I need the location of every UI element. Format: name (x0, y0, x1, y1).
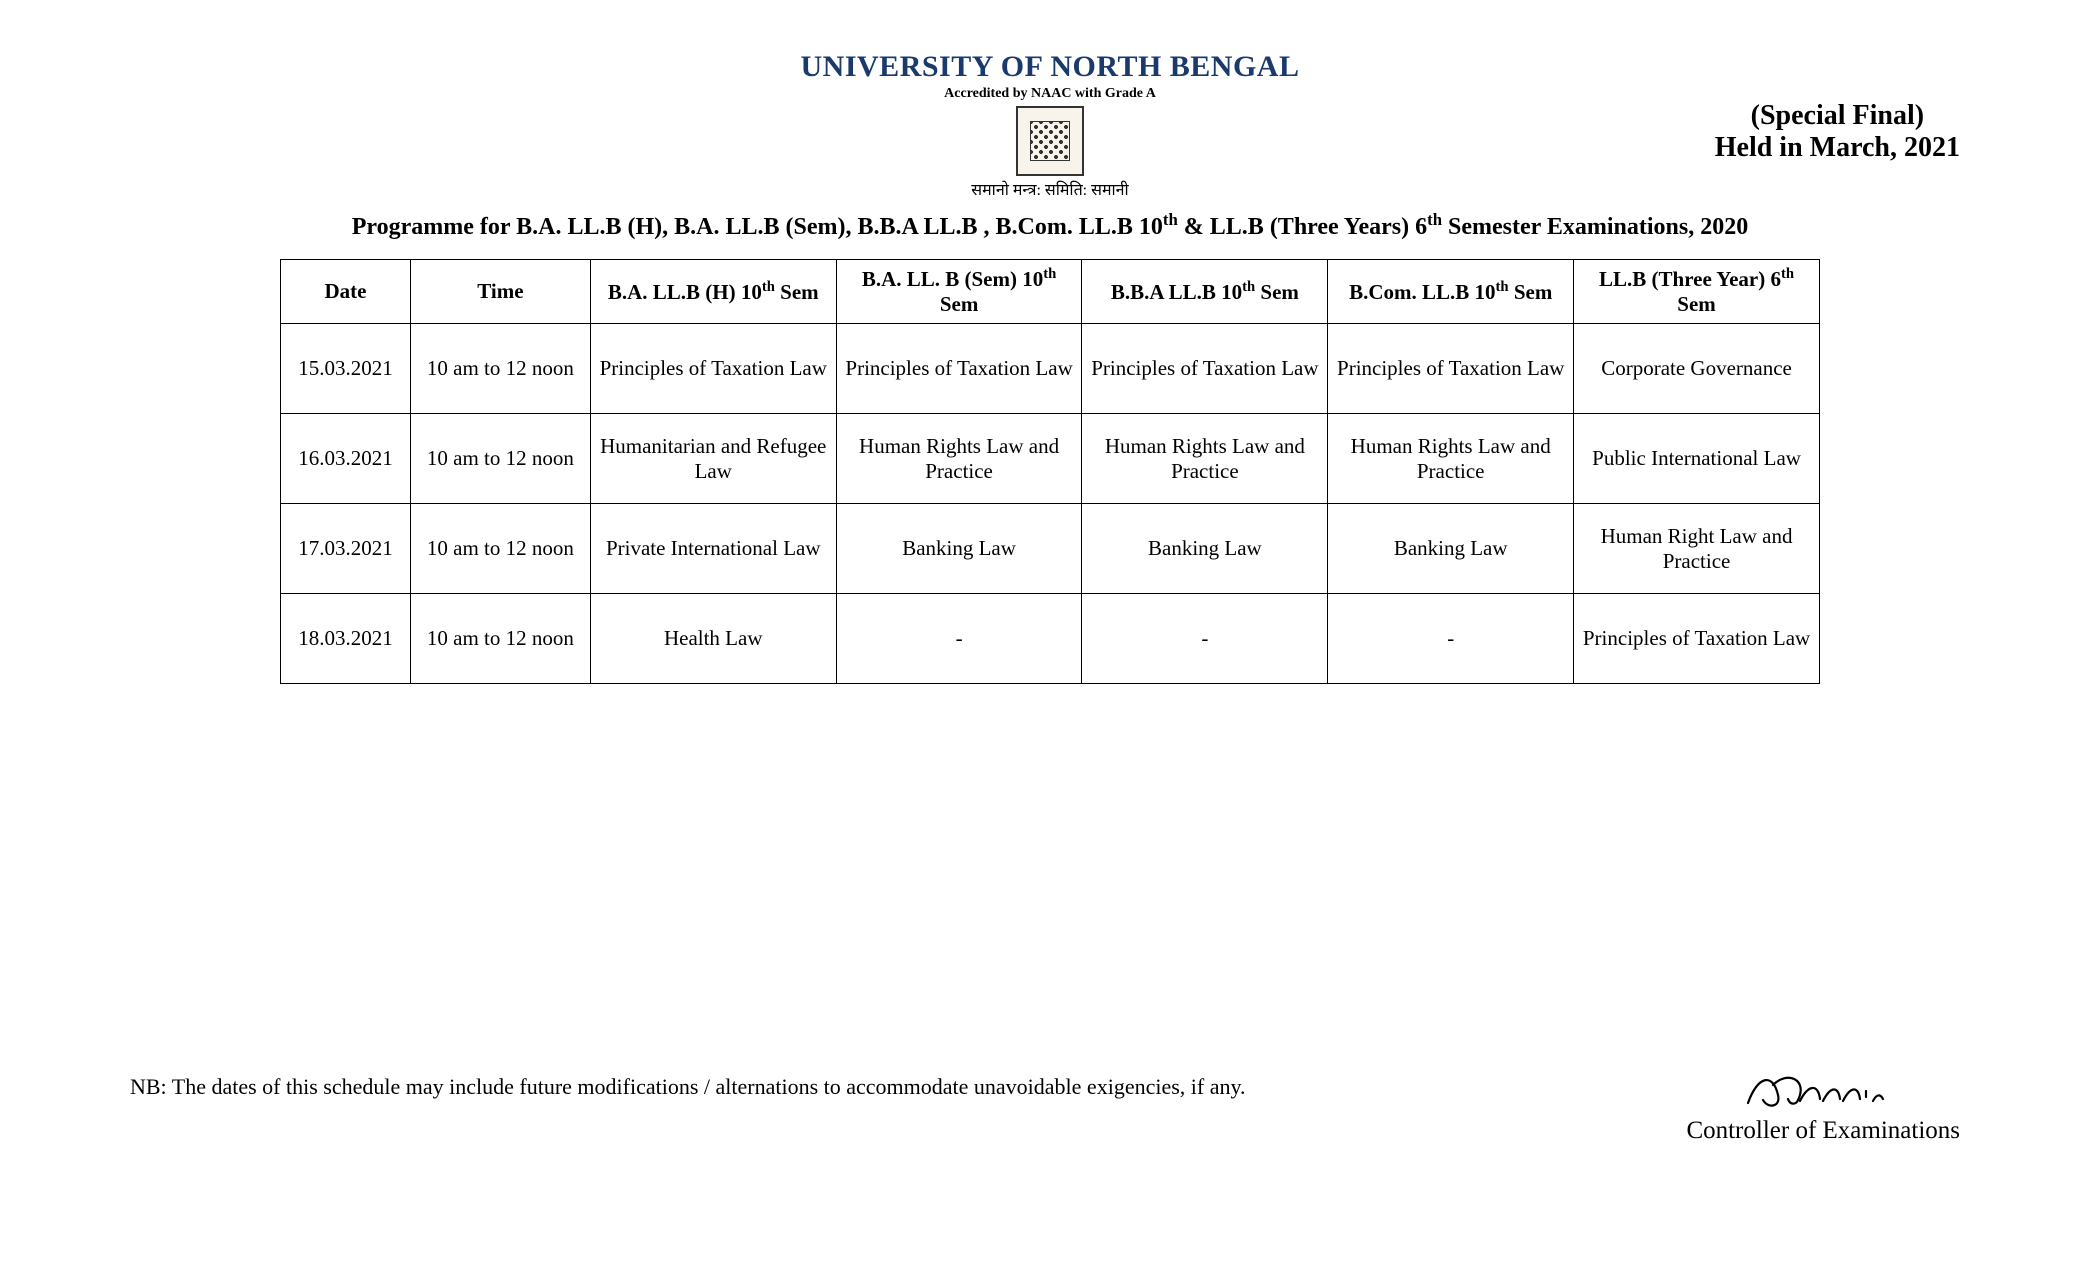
cell-time: 10 am to 12 noon (410, 414, 590, 504)
cell-course: Banking Law (1328, 504, 1574, 594)
cell-course: Human Rights Law and Practice (1082, 414, 1328, 504)
university-emblem-icon (1016, 106, 1084, 176)
cell-course: - (1082, 594, 1328, 684)
page-container: UNIVERSITY OF NORTH BENGAL Accredited by… (0, 0, 2100, 684)
cell-time: 10 am to 12 noon (410, 324, 590, 414)
programme-title-sup1: th (1163, 210, 1178, 229)
header-course-4: B.Com. LL.B 10th Sem (1328, 260, 1574, 324)
cell-course: - (836, 594, 1082, 684)
table-row: 16.03.2021 10 am to 12 noon Humanitarian… (281, 414, 1820, 504)
header-c2-a: B.A. LL. B (Sem) 10 (862, 267, 1043, 291)
header-c3-sup: th (1242, 279, 1255, 295)
table-header-row: Date Time B.A. LL.B (H) 10th Sem B.A. LL… (281, 260, 1820, 324)
header-c3-b: Sem (1255, 280, 1299, 304)
cell-time: 10 am to 12 noon (410, 594, 590, 684)
cell-course: Corporate Governance (1574, 324, 1820, 414)
signature-icon (1738, 1065, 1908, 1115)
cell-course: Human Rights Law and Practice (836, 414, 1082, 504)
controller-label: Controller of Examinations (1686, 1117, 1960, 1145)
header-c1-b: Sem (775, 280, 819, 304)
cell-date: 17.03.2021 (281, 504, 411, 594)
header-c3-a: B.B.A LL.B 10 (1111, 280, 1242, 304)
header-course-3: B.B.A LL.B 10th Sem (1082, 260, 1328, 324)
cell-course: - (1328, 594, 1574, 684)
programme-title: Programme for B.A. LL.B (H), B.A. LL.B (… (130, 210, 1970, 241)
cell-date: 15.03.2021 (281, 324, 411, 414)
footer-note: NB: The dates of this schedule may inclu… (130, 1074, 1246, 1100)
special-final-line2: Held in March, 2021 (1715, 132, 1960, 164)
programme-title-sup2: th (1427, 210, 1442, 229)
cell-course: Banking Law (1082, 504, 1328, 594)
header-block: UNIVERSITY OF NORTH BENGAL Accredited by… (130, 50, 1970, 200)
programme-title-part2: & LL.B (Three Years) 6 (1178, 214, 1427, 240)
emblem-inner-icon (1030, 121, 1070, 161)
cell-date: 18.03.2021 (281, 594, 411, 684)
cell-course: Principles of Taxation Law (1082, 324, 1328, 414)
header-c5-a: LL.B (Three Year) 6 (1599, 267, 1781, 291)
header-course-5: LL.B (Three Year) 6th Sem (1574, 260, 1820, 324)
cell-course: Principles of Taxation Law (1328, 324, 1574, 414)
special-final-line1: (Special Final) (1715, 100, 1960, 132)
header-c1-sup: th (762, 279, 775, 295)
cell-course: Public International Law (1574, 414, 1820, 504)
table-row: 17.03.2021 10 am to 12 noon Private Inte… (281, 504, 1820, 594)
programme-title-part3: Semester Examinations, 2020 (1442, 214, 1748, 240)
cell-course: Principles of Taxation Law (590, 324, 836, 414)
cell-date: 16.03.2021 (281, 414, 411, 504)
cell-course: Health Law (590, 594, 836, 684)
cell-course: Principles of Taxation Law (836, 324, 1082, 414)
schedule-table: Date Time B.A. LL.B (H) 10th Sem B.A. LL… (280, 259, 1820, 684)
header-date: Date (281, 260, 411, 324)
signature-block: Controller of Examinations (1686, 1065, 1960, 1145)
cell-course: Humanitarian and Refugee Law (590, 414, 836, 504)
header-c4-a: B.Com. LL.B 10 (1349, 280, 1495, 304)
table-row: 15.03.2021 10 am to 12 noon Principles o… (281, 324, 1820, 414)
cell-course: Human Right Law and Practice (1574, 504, 1820, 594)
motto-text: समानो मन्त्र: समिति: समानी (130, 178, 1970, 200)
university-name: UNIVERSITY OF NORTH BENGAL (130, 50, 1970, 84)
special-final-block: (Special Final) Held in March, 2021 (1715, 100, 1960, 164)
cell-course: Human Rights Law and Practice (1328, 414, 1574, 504)
accreditation-line: Accredited by NAAC with Grade A (130, 86, 1970, 102)
header-course-1: B.A. LL.B (H) 10th Sem (590, 260, 836, 324)
cell-course: Private International Law (590, 504, 836, 594)
cell-course: Banking Law (836, 504, 1082, 594)
header-time: Time (410, 260, 590, 324)
header-c4-sup: th (1496, 279, 1509, 295)
programme-title-part1: Programme for B.A. LL.B (H), B.A. LL.B (… (352, 214, 1163, 240)
header-course-2: B.A. LL. B (Sem) 10th Sem (836, 260, 1082, 324)
header-c5-sup: th (1781, 266, 1794, 282)
cell-time: 10 am to 12 noon (410, 504, 590, 594)
header-c5-b: Sem (1677, 292, 1716, 316)
header-c1-a: B.A. LL.B (H) 10 (608, 280, 762, 304)
header-c2-sup: th (1043, 266, 1056, 282)
table-row: 18.03.2021 10 am to 12 noon Health Law -… (281, 594, 1820, 684)
cell-course: Principles of Taxation Law (1574, 594, 1820, 684)
table-body: 15.03.2021 10 am to 12 noon Principles o… (281, 324, 1820, 684)
header-c4-b: Sem (1509, 280, 1553, 304)
header-c2-b: Sem (940, 292, 979, 316)
